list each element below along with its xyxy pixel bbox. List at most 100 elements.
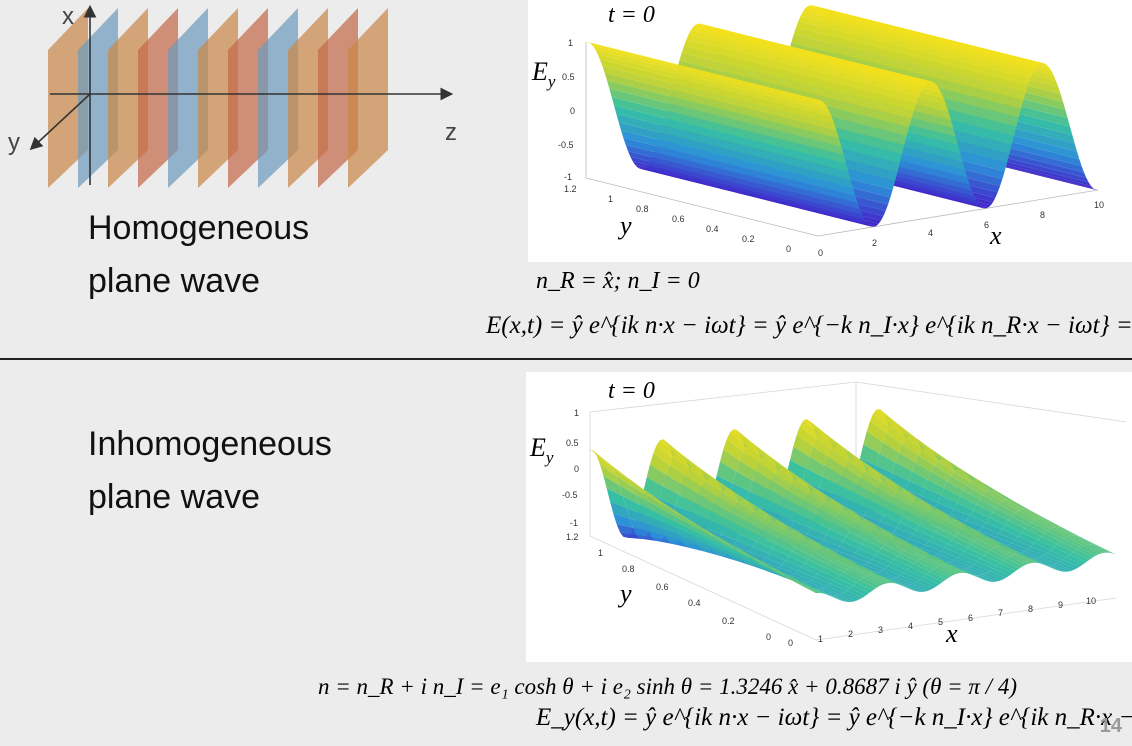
surface-cell xyxy=(629,518,649,532)
surface-cell xyxy=(658,520,678,535)
surface-cell xyxy=(913,561,934,572)
surface-cell xyxy=(999,560,1020,571)
surface-cell xyxy=(823,534,843,547)
surface-cell xyxy=(1028,521,1048,534)
surface-cell xyxy=(830,581,850,591)
surface-cell xyxy=(641,488,662,503)
surface-cell xyxy=(798,541,819,553)
surface-cell xyxy=(666,464,686,485)
surface-cell xyxy=(698,486,718,504)
surface-cell xyxy=(798,567,818,578)
surface-cell xyxy=(1079,545,1100,556)
surface-cell xyxy=(984,537,1004,546)
surface-cell xyxy=(986,571,1006,580)
surface-cell xyxy=(804,559,825,571)
surface-cell xyxy=(903,511,923,525)
surface-cell xyxy=(823,501,843,515)
surface-cell xyxy=(888,539,908,551)
inhomogeneous-label-line2: plane wave xyxy=(88,477,261,516)
surface-cell xyxy=(661,502,681,517)
surface-cell xyxy=(893,493,913,507)
surface-cell xyxy=(861,565,881,573)
surface-cell xyxy=(799,584,820,594)
bot-x-tick-1: 0 xyxy=(788,638,793,648)
surface-cell xyxy=(827,561,848,573)
surface-cell xyxy=(833,595,853,603)
surface-cell xyxy=(947,561,968,569)
surface-cell xyxy=(866,420,887,443)
surface-cell xyxy=(974,539,994,551)
bottom-equation-2: E_y(x,t) = ŷ e^{ik n·x − iωt} = ŷ e^{−k … xyxy=(536,704,1132,731)
surface-cell xyxy=(667,513,688,529)
surface-cell xyxy=(800,420,820,439)
surface-cell xyxy=(853,565,874,576)
top-z-label: Ey xyxy=(531,57,556,91)
surface-cell xyxy=(923,556,944,566)
surface-cell xyxy=(960,551,981,562)
surface-cell xyxy=(915,524,936,537)
surface-cell xyxy=(954,557,974,567)
surface-cell xyxy=(736,460,756,481)
top-x-tick-2: 2 xyxy=(872,238,877,248)
top-y-tick-6: 0.2 xyxy=(742,234,755,244)
bot-x-tick-8: 7 xyxy=(998,608,1003,618)
surface-cell xyxy=(822,466,842,485)
surface-cell xyxy=(797,506,817,522)
surface-cell xyxy=(646,464,667,487)
surface-cell xyxy=(716,461,737,484)
surface-cell xyxy=(899,516,920,530)
surface-cell xyxy=(1044,530,1064,542)
surface-cell xyxy=(1003,558,1023,569)
surface-cell xyxy=(899,584,920,592)
surface-cell xyxy=(750,512,770,527)
surface-cell xyxy=(1073,535,1094,545)
surface-cell xyxy=(886,426,906,445)
surface-cell xyxy=(839,592,860,601)
surface-cell xyxy=(1060,539,1080,550)
surface-cell xyxy=(1013,554,1033,564)
surface-cell xyxy=(1020,551,1041,559)
surface-cell xyxy=(973,561,994,572)
surface-cell xyxy=(1086,544,1106,554)
bot-x-tick-11: 10 xyxy=(1086,596,1096,606)
top-z-label-sub: y xyxy=(546,72,556,91)
surface-cell xyxy=(921,487,941,503)
wave-sheet xyxy=(348,8,388,188)
surface-cell xyxy=(823,586,844,595)
surface-cell xyxy=(884,566,904,576)
bot-x-tick-7: 6 xyxy=(968,613,973,623)
surface-cell xyxy=(1024,549,1044,558)
surface-cell xyxy=(717,492,738,508)
surface-cell xyxy=(727,512,747,528)
surface-cell xyxy=(973,574,993,582)
surface-cell xyxy=(880,409,900,426)
top-x-tick-4: 6 xyxy=(984,220,989,230)
surface-cell xyxy=(1004,545,1025,553)
top-y-tick-5: 0.4 xyxy=(706,224,719,234)
surface-cell xyxy=(1063,537,1084,548)
surface-cell xyxy=(915,455,935,473)
bot-x-tick-9: 8 xyxy=(1028,604,1033,614)
surface-cell xyxy=(1066,554,1086,565)
surface-cell xyxy=(924,479,945,496)
surface-cell xyxy=(979,527,999,537)
surface-cell xyxy=(964,547,984,559)
surface-cell xyxy=(1021,528,1041,540)
surface-cell xyxy=(710,546,730,557)
bot-z-tick-4: -0.5 xyxy=(562,490,578,500)
top-z-tick-2: 0.5 xyxy=(562,72,575,82)
surface-cell xyxy=(878,548,898,560)
surface-cell xyxy=(998,529,1019,540)
surface-cell xyxy=(791,573,811,582)
plane-sheets-diagram: x y z xyxy=(8,3,457,188)
surface-cell xyxy=(700,530,720,544)
surface-cell xyxy=(920,557,940,568)
surface-cell xyxy=(848,556,869,566)
top-equation-2: E(x,t) = ŷ e^{ik n·x − iωt} = ŷ e^{−k n_… xyxy=(486,312,1132,339)
surface-cell xyxy=(1038,517,1058,528)
surface-cell xyxy=(843,510,863,522)
surface-cell xyxy=(843,569,864,581)
surface-cell xyxy=(788,551,809,564)
surface-strip xyxy=(632,161,867,223)
surface-cell xyxy=(671,520,691,535)
